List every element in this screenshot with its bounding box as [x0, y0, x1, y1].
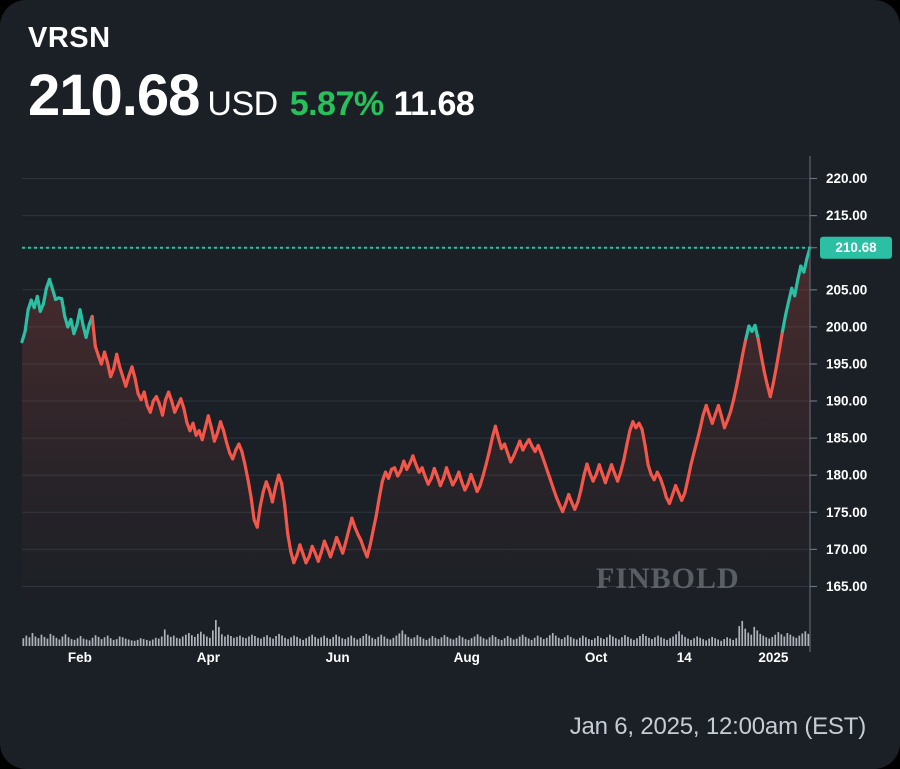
y-axis-tick-label: 215.00 [826, 208, 867, 223]
y-axis-tick-label: 200.00 [826, 319, 867, 334]
chart-svg[interactable]: 165.00 170.00 175.00 180.00 185.00 190.00 195.… [0, 150, 900, 670]
current-price: 210.68 [28, 63, 200, 128]
y-axis-tick-label: 185.00 [826, 431, 867, 446]
percent-change: 5.87% [289, 85, 384, 123]
finbold-watermark: FINBOLD [596, 562, 740, 595]
currency-label: USD [207, 85, 278, 123]
ticker-symbol: VRSN [28, 22, 111, 54]
y-axis-tick-label: 170.00 [826, 542, 867, 557]
x-axis-tick-label: 14 [677, 650, 693, 665]
current-price-marker: 210.68 [22, 236, 892, 259]
y-axis-tick-label: 190.00 [826, 394, 867, 409]
price-chart[interactable]: 165.00 170.00 175.00 180.00 185.00 190.00 195.… [0, 150, 900, 670]
y-axis-tick-label: 165.00 [826, 579, 867, 594]
x-axis-tick-label: Aug [454, 650, 480, 665]
price-line [20, 246, 812, 565]
x-axis-tick-label: Apr [197, 650, 221, 665]
absolute-change: 11.68 [393, 85, 475, 123]
x-axis-tick-label: Oct [585, 650, 608, 665]
y-axis: 165.00 170.00 175.00 180.00 185.00 190.00 195.… [809, 156, 867, 652]
price-area-fill [22, 247, 810, 605]
timestamp-label: Jan 6, 2025, 12:00am (EST) [569, 713, 867, 740]
current-price-badge [820, 236, 892, 259]
x-axis-tick-label: Feb [68, 650, 92, 665]
x-axis-tick-label: Jun [326, 650, 350, 665]
chart-header: VRSN 210.68 USD 5.87% 11.68 [28, 22, 475, 128]
x-axis: Feb Apr Jun Aug Oct 14 2025 [68, 650, 789, 665]
price-row: 210.68 USD 5.87% 11.68 [28, 63, 475, 128]
y-axis-tick-label: 205.00 [826, 282, 867, 297]
y-axis-tick-label: 195.00 [826, 357, 867, 372]
y-axis-tick-label: 220.00 [826, 171, 867, 186]
x-axis-tick-label: 2025 [758, 650, 789, 665]
volume-bars [22, 620, 810, 646]
y-axis-tick-label: 175.00 [826, 505, 867, 520]
current-price-badge-label: 210.68 [835, 240, 877, 255]
y-axis-tick-label: 180.00 [826, 468, 867, 483]
